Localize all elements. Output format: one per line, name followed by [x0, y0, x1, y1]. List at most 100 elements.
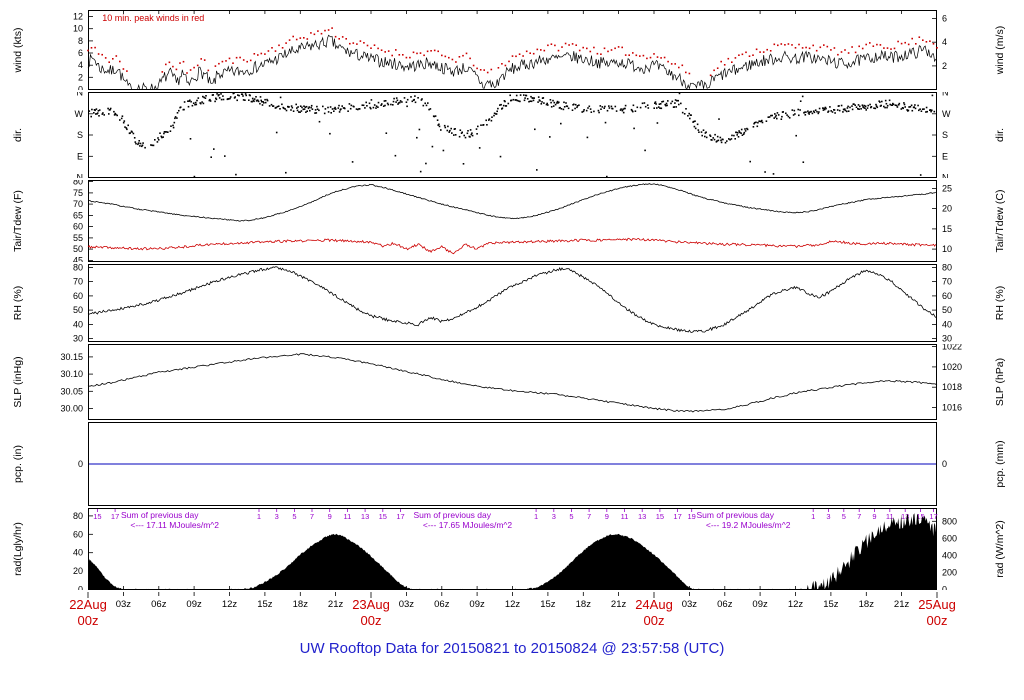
dir-dot: [749, 160, 751, 163]
dir-dot: [517, 100, 520, 102]
dir-dot: [440, 129, 442, 131]
dir-dot: [793, 109, 796, 112]
peak-dot: [363, 42, 365, 44]
peak-dot: [614, 47, 616, 50]
peak-dot: [462, 54, 464, 57]
peak-dot: [515, 55, 517, 58]
peak-dot: [295, 38, 298, 41]
panel-rh-chart: 30 40 50 60 70 80 30 40 50 60 70 80 RH (%) RH (%): [12, 264, 1006, 342]
peak-dot: [203, 59, 206, 61]
peak-dot: [94, 46, 96, 49]
x-minor-label: 12z: [788, 599, 804, 610]
dir-dot: [817, 112, 820, 115]
dir-dot: [665, 102, 668, 105]
axis-label-left: dir.: [12, 128, 24, 142]
y-tick-label: 20: [942, 204, 952, 214]
dir-dot: [279, 96, 282, 99]
dir-dot: [714, 133, 716, 136]
x-minor-label: 06z: [434, 599, 450, 610]
dir-dot: [291, 106, 294, 109]
hour-mark-label: 5: [842, 512, 846, 521]
dir-dot: [731, 134, 733, 137]
peak-dot: [819, 46, 822, 49]
dir-dot: [532, 99, 535, 102]
dir-dot: [218, 97, 221, 99]
dir-dot: [466, 132, 469, 135]
peak-dot: [727, 57, 730, 60]
dir-dot: [237, 94, 239, 96]
y-tick-label: E: [77, 151, 83, 161]
dir-dot: [931, 109, 933, 112]
dir-dot: [491, 116, 493, 118]
dir-dot: [676, 99, 678, 102]
peak-dot: [465, 52, 468, 55]
dir-dot: [194, 101, 197, 104]
peak-dot: [310, 32, 312, 34]
dir-dot: [310, 106, 312, 109]
dir-dot: [431, 145, 434, 148]
hour-mark-label: 9: [328, 512, 332, 521]
dir-dot: [585, 109, 588, 112]
peak-dot: [723, 64, 726, 66]
peak-dot: [122, 68, 125, 70]
dir-dot: [327, 106, 329, 109]
peak-dot: [182, 60, 185, 63]
dir-dot: [866, 107, 869, 109]
dir-dot: [830, 110, 832, 112]
series-solar-rad: [88, 513, 937, 590]
dir-dot: [224, 155, 226, 157]
dir-dot: [134, 141, 137, 143]
peak-dot: [678, 66, 680, 69]
dir-dot: [716, 140, 718, 142]
dir-dot: [696, 123, 699, 126]
dir-dot: [610, 105, 613, 108]
dir-dot: [770, 114, 772, 117]
dir-dot: [589, 108, 592, 110]
dir-dot: [157, 137, 159, 139]
dir-dot: [460, 132, 463, 134]
dir-dot: [314, 109, 317, 111]
dir-dot: [772, 173, 775, 175]
dir-dot: [921, 108, 924, 110]
dir-dot: [102, 112, 104, 114]
dir-dot: [644, 105, 647, 108]
peak-dot: [762, 51, 765, 53]
dir-dot: [259, 102, 261, 105]
dir-dot: [257, 100, 260, 103]
peak-dot: [165, 63, 167, 66]
peak-dot: [642, 54, 645, 57]
peak-dot: [338, 38, 340, 40]
dir-dot: [896, 106, 899, 108]
dir-dot: [122, 121, 125, 124]
dir-dot: [382, 105, 385, 107]
y-tick-label: 2: [942, 61, 947, 71]
dir-dot: [220, 98, 223, 101]
panel-stack: 0 2 4 6 8 10 12 2 4 6 wind (kts) wind (m/s) 10 min. …: [12, 10, 1006, 590]
dir-dot: [103, 114, 105, 116]
hour-mark-label: 17: [111, 512, 119, 521]
dir-dot: [414, 101, 417, 104]
dir-dot: [798, 114, 800, 117]
peak-dot: [525, 50, 528, 53]
dir-dot: [214, 100, 216, 103]
dir-dot: [803, 111, 806, 114]
peak-dot: [632, 52, 634, 54]
dir-dot: [262, 101, 264, 103]
peak-dot: [395, 49, 397, 51]
dir-dot: [477, 125, 479, 128]
peak-dot: [752, 54, 754, 56]
peak-dot: [448, 56, 450, 59]
peak-dot: [104, 57, 107, 59]
hour-mark-label: 11: [344, 512, 352, 521]
dir-dot: [471, 132, 473, 134]
dir-dot: [716, 135, 719, 138]
dir-dot: [553, 101, 556, 104]
dir-dot: [164, 131, 166, 133]
dir-dot: [384, 100, 387, 102]
axis-label-right: dir.: [994, 128, 1006, 142]
dir-dot: [883, 105, 885, 108]
dir-dot: [429, 108, 432, 110]
dir-dot: [685, 108, 687, 110]
x-major-date: 22Aug: [69, 597, 107, 612]
peak-dot: [221, 60, 224, 63]
